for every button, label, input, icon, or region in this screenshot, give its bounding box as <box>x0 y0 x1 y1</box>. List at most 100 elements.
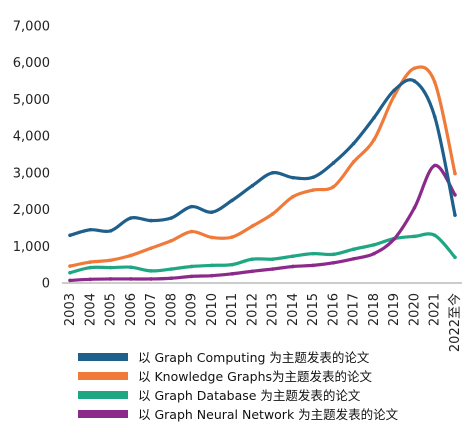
legend: 以 Graph Computing 为主题发表的论文 以 Knowledge G… <box>78 347 398 423</box>
data-point-graph-database <box>250 257 255 261</box>
data-point-knowledge-graphs <box>270 212 275 216</box>
x-tick-label: 2007 <box>144 293 159 326</box>
legend-label-knowledge-graphs: 以 Knowledge Graphs为主题发表的论文 <box>138 369 373 384</box>
data-point-graph-database <box>372 243 376 247</box>
data-point-graph-computing <box>412 79 417 83</box>
y-tick-label: 6,000 <box>13 56 50 71</box>
legend-label-graph-database: 以 Graph Database 为主题发表的论文 <box>138 388 361 403</box>
data-point-knowledge-graphs <box>250 224 255 228</box>
x-tick-label: 2006 <box>124 293 139 326</box>
series-line-graph-database <box>68 232 457 275</box>
data-point-graph-computing <box>453 213 457 217</box>
data-point-graph-neural-network <box>169 276 174 281</box>
data-point-graph-computing <box>250 183 255 188</box>
y-tick-label: 3,000 <box>13 166 50 181</box>
legend-item-graph-neural-network: 以 Graph Neural Network 为主题发表的论文 <box>78 404 398 423</box>
data-point-knowledge-graphs <box>108 258 113 263</box>
data-point-graph-database <box>432 233 437 238</box>
data-point-graph-database <box>128 265 133 270</box>
data-point-knowledge-graphs <box>432 80 437 84</box>
data-point-knowledge-graphs <box>68 264 72 268</box>
data-point-graph-computing <box>291 175 295 180</box>
data-point-graph-database <box>351 247 356 252</box>
data-point-graph-neural-network <box>128 277 133 281</box>
data-point-graph-computing <box>210 210 214 214</box>
data-point-knowledge-graphs <box>351 160 356 164</box>
data-point-graph-database <box>149 269 153 273</box>
data-point-graph-neural-network <box>210 273 214 278</box>
data-point-knowledge-graphs <box>392 93 397 98</box>
legend-label-graph-computing: 以 Graph Computing 为主题发表的论文 <box>138 350 370 365</box>
data-point-graph-database <box>210 263 214 268</box>
data-point-knowledge-graphs <box>453 171 457 176</box>
x-tick-label: 2011 <box>225 293 240 326</box>
data-point-knowledge-graphs <box>291 194 295 199</box>
x-tick-label: 2004 <box>83 293 98 326</box>
data-point-graph-computing <box>392 88 397 93</box>
legend-item-graph-computing: 以 Graph Computing 为主题发表的论文 <box>78 347 398 366</box>
data-point-graph-computing <box>149 218 153 223</box>
legend-swatch-graph-neural-network <box>78 409 128 418</box>
data-point-graph-computing <box>432 114 437 119</box>
data-point-knowledge-graphs <box>149 246 153 250</box>
legend-swatch-graph-database <box>78 390 128 399</box>
data-point-graph-database <box>291 254 295 258</box>
legend-swatch-graph-computing <box>78 352 128 361</box>
data-point-graph-neural-network <box>230 272 234 276</box>
x-tick-label: 2009 <box>185 293 200 326</box>
data-point-graph-computing <box>372 115 376 120</box>
data-point-graph-database <box>108 265 113 270</box>
data-point-graph-computing <box>270 171 275 175</box>
x-tick-label: 2019 <box>387 293 402 326</box>
series-points <box>68 66 457 283</box>
data-point-graph-computing <box>88 227 93 232</box>
data-point-graph-neural-network <box>372 251 376 256</box>
data-point-graph-neural-network <box>392 237 397 241</box>
data-point-graph-neural-network <box>412 205 417 210</box>
x-tick-label: 2021 <box>428 293 443 326</box>
x-tick-label: 2012 <box>245 293 260 326</box>
data-point-graph-computing <box>169 216 174 220</box>
data-point-graph-computing <box>351 141 356 146</box>
data-point-graph-database <box>311 251 315 256</box>
data-point-knowledge-graphs <box>189 229 194 234</box>
y-tick-label: 5,000 <box>13 93 50 108</box>
data-point-graph-database <box>68 270 72 275</box>
data-point-graph-database <box>331 252 336 257</box>
data-point-graph-neural-network <box>270 267 275 271</box>
data-point-graph-computing <box>311 175 315 180</box>
data-point-graph-computing <box>331 161 336 165</box>
data-point-graph-computing <box>189 204 194 209</box>
x-axis: 2003 2004 2005 2006 2007 2008 2009 2010 2011 2012… <box>62 282 463 352</box>
x-tick-label: 2015 <box>306 293 321 326</box>
y-tick-label: 2,000 <box>13 203 50 218</box>
data-point-graph-neural-network <box>88 277 93 282</box>
series-line-graph-neural-network <box>68 163 457 283</box>
data-point-graph-neural-network <box>432 163 437 168</box>
data-point-graph-neural-network <box>149 277 153 281</box>
x-tick-label: 2017 <box>347 293 362 326</box>
data-point-knowledge-graphs <box>169 238 174 243</box>
data-point-graph-computing <box>68 233 72 238</box>
data-point-knowledge-graphs <box>331 185 336 189</box>
data-point-graph-database <box>169 267 174 271</box>
x-tick-label: 2020 <box>407 293 422 326</box>
data-point-graph-computing <box>108 229 113 233</box>
data-point-graph-computing <box>128 216 133 220</box>
x-tick-label: 2010 <box>205 293 220 326</box>
data-point-graph-database <box>412 234 417 239</box>
y-axis: 0 1,000 2,000 3,000 4,000 5,000 6,000 7,000 <box>13 20 50 292</box>
y-tick-label: 4,000 <box>13 130 50 145</box>
x-tick-label: 2013 <box>266 293 281 326</box>
data-point-knowledge-graphs <box>372 138 376 142</box>
data-point-knowledge-graphs <box>230 235 234 239</box>
data-point-graph-neural-network <box>250 269 255 274</box>
series-lines <box>68 65 457 283</box>
data-point-graph-neural-network <box>108 277 113 281</box>
data-point-graph-database <box>453 255 457 260</box>
x-tick-label: 2005 <box>104 293 119 326</box>
y-tick-label: 1,000 <box>13 240 50 255</box>
y-tick-label: 0 <box>42 277 50 292</box>
legend-label-graph-neural-network: 以 Graph Neural Network 为主题发表的论文 <box>138 407 399 422</box>
